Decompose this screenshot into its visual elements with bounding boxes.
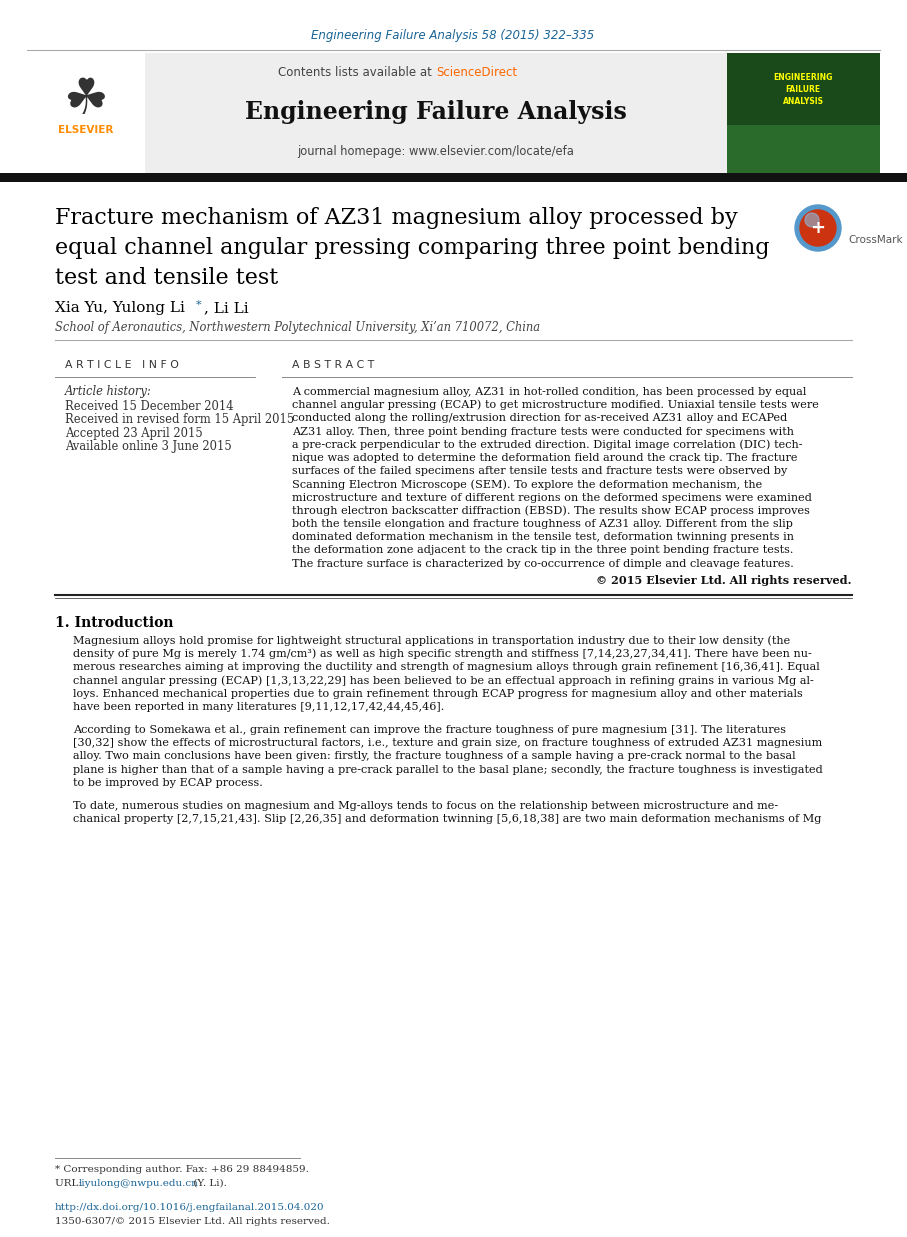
Text: the deformation zone adjacent to the crack tip in the three point bending fractu: the deformation zone adjacent to the cra… [292, 546, 794, 555]
Text: Engineering Failure Analysis 58 (2015) 322–335: Engineering Failure Analysis 58 (2015) 3… [311, 30, 595, 42]
Text: Fracture mechanism of AZ31 magnesium alloy processed by: Fracture mechanism of AZ31 magnesium all… [55, 207, 737, 229]
Text: Magnesium alloys hold promise for lightweight structural applications in transpo: Magnesium alloys hold promise for lightw… [73, 636, 790, 646]
Text: 1350-6307/© 2015 Elsevier Ltd. All rights reserved.: 1350-6307/© 2015 Elsevier Ltd. All right… [55, 1216, 330, 1226]
Text: (Y. Li).: (Y. Li). [190, 1179, 227, 1188]
Bar [727, 53, 880, 174]
Text: conducted along the rolling/extrusion direction for as-received AZ31 alloy and E: conducted along the rolling/extrusion di… [292, 413, 787, 423]
Text: AZ31 alloy. Then, three point bending fracture tests were conducted for specimen: AZ31 alloy. Then, three point bending fr… [292, 427, 794, 437]
Text: Available online 3 June 2015: Available online 3 June 2015 [65, 440, 232, 453]
Text: A commercial magnesium alloy, AZ31 in hot-rolled condition, has been processed b: A commercial magnesium alloy, AZ31 in ho… [292, 387, 806, 397]
Text: CrossMark: CrossMark [848, 235, 902, 245]
Text: Contents lists available at: Contents lists available at [278, 66, 436, 78]
Text: merous researches aiming at improving the ductility and strength of magnesium al: merous researches aiming at improving th… [73, 662, 820, 672]
Text: loys. Enhanced mechanical properties due to grain refinement through ECAP progre: loys. Enhanced mechanical properties due… [73, 689, 803, 699]
Text: ☘: ☘ [63, 75, 109, 124]
Text: channel angular pressing (ECAP) [1,3,13,22,29] has been believed to be an effect: channel angular pressing (ECAP) [1,3,13,… [73, 675, 814, 685]
Text: chanical property [2,7,15,21,43]. Slip [2,26,35] and deformation twinning [5,6,1: chanical property [2,7,15,21,43]. Slip [… [73, 814, 822, 824]
Text: test and tensile test: test and tensile test [55, 267, 278, 289]
Text: Xia Yu, Yulong Li: Xia Yu, Yulong Li [55, 301, 185, 315]
Text: surfaces of the failed specimens after tensile tests and fracture tests were obs: surfaces of the failed specimens after t… [292, 466, 787, 476]
Text: have been reported in many literatures [9,11,12,17,42,44,45,46].: have been reported in many literatures [… [73, 701, 444, 711]
Text: Scanning Electron Microscope (SEM). To explore the deformation mechanism, the: Scanning Electron Microscope (SEM). To e… [292, 479, 762, 490]
Circle shape [805, 213, 819, 228]
Text: The fracture surface is characterized by co-occurrence of dimple and cleavage fe: The fracture surface is characterized by… [292, 559, 794, 569]
Text: To date, numerous studies on magnesium and Mg-alloys tends to focus on the relat: To date, numerous studies on magnesium a… [73, 802, 778, 811]
Text: 1. Introduction: 1. Introduction [55, 616, 173, 630]
Text: According to Somekawa et al., grain refinement can improve the fracture toughnes: According to Somekawa et al., grain refi… [73, 725, 786, 735]
Text: to be improved by ECAP process.: to be improved by ECAP process. [73, 778, 263, 788]
Text: a pre-crack perpendicular to the extruded direction. Digital image correlation (: a pre-crack perpendicular to the extrude… [292, 439, 803, 450]
Text: http://dx.doi.org/10.1016/j.engfailanal.2015.04.020: http://dx.doi.org/10.1016/j.engfailanal.… [55, 1204, 325, 1212]
Text: alloy. Two main conclusions have been given: firstly, the fracture toughness of : alloy. Two main conclusions have been gi… [73, 751, 795, 762]
Text: density of pure Mg is merely 1.74 gm/cm³) as well as high specific strength and : density of pure Mg is merely 1.74 gm/cm³… [73, 648, 812, 659]
Bar [27, 53, 880, 174]
Text: ANALYSIS: ANALYSIS [783, 98, 824, 106]
Text: +: + [811, 219, 825, 238]
Text: FAILURE: FAILURE [785, 85, 821, 94]
Text: , Li Li: , Li Li [204, 301, 249, 315]
Text: [30,32] show the effects of microstructural factors, i.e., texture and grain siz: [30,32] show the effects of microstructu… [73, 738, 823, 748]
Text: *: * [196, 301, 201, 310]
Text: nique was adopted to determine the deformation field around the crack tip. The f: nique was adopted to determine the defor… [292, 453, 797, 463]
Text: Received in revised form 15 April 2015: Received in revised form 15 April 2015 [65, 413, 294, 426]
Text: microstructure and texture of different regions on the deformed specimens were e: microstructure and texture of different … [292, 492, 812, 502]
Circle shape [800, 210, 836, 246]
Text: © 2015 Elsevier Ltd. All rights reserved.: © 2015 Elsevier Ltd. All rights reserved… [597, 575, 852, 586]
Text: Article history:: Article history: [65, 386, 151, 398]
Text: liyulong@nwpu.edu.cn: liyulong@nwpu.edu.cn [79, 1179, 199, 1188]
Text: * Corresponding author. Fax: +86 29 88494859.: * Corresponding author. Fax: +86 29 8849… [55, 1165, 309, 1174]
Text: School of Aeronautics, Northwestern Polytechnical University, Xi’an 710072, Chin: School of Aeronautics, Northwestern Poly… [55, 322, 541, 334]
Text: journal homepage: www.elsevier.com/locate/efa: journal homepage: www.elsevier.com/locat… [297, 146, 574, 158]
Text: Engineering Failure Analysis: Engineering Failure Analysis [245, 100, 627, 124]
Text: plane is higher than that of a sample having a pre-crack parallel to the basal p: plane is higher than that of a sample ha… [73, 764, 823, 774]
Bar [0, 173, 907, 182]
Bar [145, 53, 727, 174]
Bar [27, 53, 145, 174]
Text: both the tensile elongation and fracture toughness of AZ31 alloy. Different from: both the tensile elongation and fracture… [292, 520, 793, 529]
Text: ENGINEERING: ENGINEERING [774, 73, 833, 83]
Text: channel angular pressing (ECAP) to get microstructure modified. Uniaxial tensile: channel angular pressing (ECAP) to get m… [292, 400, 819, 411]
Bar [727, 125, 880, 174]
Text: equal channel angular pressing comparing three point bending: equal channel angular pressing comparing… [55, 238, 769, 259]
Text: dominated deformation mechanism in the tensile test, deformation twinning presen: dominated deformation mechanism in the t… [292, 532, 794, 542]
Text: through electron backscatter diffraction (EBSD). The results show ECAP process i: through electron backscatter diffraction… [292, 506, 810, 516]
Circle shape [795, 205, 841, 251]
Text: A R T I C L E   I N F O: A R T I C L E I N F O [65, 360, 179, 370]
Text: ScienceDirect: ScienceDirect [436, 66, 517, 78]
Text: ELSEVIER: ELSEVIER [58, 125, 113, 135]
Text: A B S T R A C T: A B S T R A C T [292, 360, 375, 370]
Text: Accepted 23 April 2015: Accepted 23 April 2015 [65, 427, 203, 439]
Text: Received 15 December 2014: Received 15 December 2014 [65, 400, 233, 412]
Text: URL:: URL: [55, 1179, 85, 1188]
